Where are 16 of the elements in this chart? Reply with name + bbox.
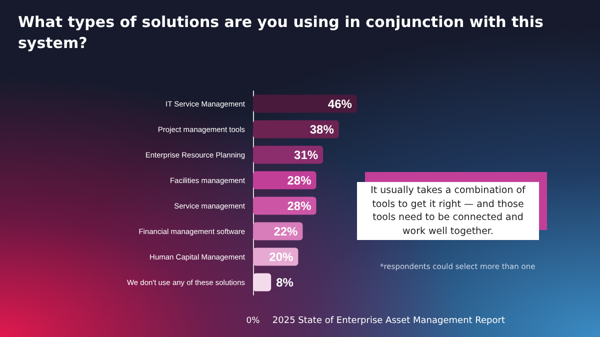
text: 2025 State of Enterprise Asset Management Report: [272, 316, 505, 326]
data-label: 28%: [287, 198, 312, 213]
data-label: 38%: [310, 122, 334, 136]
text: It usually takes a combination of tools to get it right — and those tools need to be connected and work well together.: [357, 182, 539, 240]
bar: [253, 94, 357, 113]
text: 0%: [246, 316, 260, 326]
data-label: 46%: [328, 96, 352, 111]
data-label: 28%: [287, 173, 312, 188]
bar: [253, 120, 339, 138]
data-label: 22%: [274, 224, 298, 238]
bar: [253, 146, 324, 164]
bar: [253, 273, 272, 292]
data-label: 8%: [276, 275, 294, 290]
chart-title: What types of solutions are you using in conjunction with this system?: [18, 12, 544, 54]
data-label: 31%: [294, 148, 318, 162]
data-label: 20%: [269, 250, 294, 264]
